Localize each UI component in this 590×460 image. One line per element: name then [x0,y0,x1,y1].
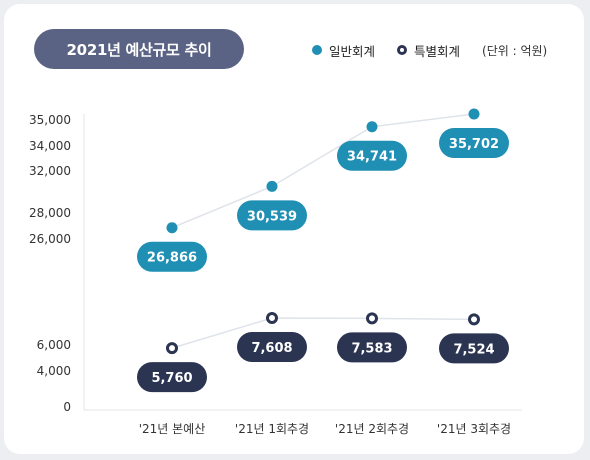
y-tick-label: 32,000 [29,164,71,178]
data-point-special [266,312,278,324]
legend-dot-special-icon [397,45,408,55]
x-tick-label: '21년 3회추경 [437,422,511,436]
y-tick-label: 34,000 [29,139,71,153]
data-label-bubble-special [137,362,207,393]
data-label-bubble-special [237,332,307,362]
data-point-general [468,108,480,120]
y-tick-label: 4,000 [37,364,71,378]
data-label-special: 7,583 [351,341,392,356]
data-label-special: 5,760 [151,371,192,386]
data-label-bubble-general [439,128,509,158]
legend-label-general: 일반회계 [329,43,376,59]
y-tick-label: 35,000 [29,113,71,127]
x-tick-label: '21년 본예산 [139,422,206,436]
y-tick-label: 6,000 [37,338,71,352]
data-label-general: 35,702 [449,137,499,152]
series-line-general [171,113,475,229]
y-tick-label: 0 [63,400,71,414]
legend: 일반회계 특별회계 (단위 : 억원) [312,40,547,60]
data-label-general: 34,741 [347,150,397,165]
legend-dot-general-icon [312,45,322,55]
legend-item-special: 특별회계 [397,41,460,60]
unit-label: (단위 : 억원) [482,43,548,58]
x-tick-label: '21년 1회추경 [235,422,309,436]
data-label-bubble-general [237,200,307,231]
data-label-general: 30,539 [247,209,297,224]
data-point-general [366,121,378,133]
chart-title: 2021년 예산규모 추이 [34,29,244,69]
data-label-special: 7,524 [453,342,494,357]
y-tick-label: 26,000 [29,232,71,246]
data-label-bubble-special [439,333,509,364]
data-point-special [468,313,480,326]
data-point-special [366,312,378,325]
y-tick-label: 28,000 [29,206,71,220]
data-label-bubble-general [137,241,207,272]
data-point-general [266,180,278,192]
series-line-special [171,317,475,349]
data-label-general: 26,866 [147,251,197,266]
data-label-bubble-special [337,332,407,363]
data-label-special: 7,608 [251,341,292,356]
data-point-general [166,222,178,234]
x-tick-label: '21년 2회추경 [335,422,409,436]
data-point-special [166,342,178,355]
data-label-bubble-general [337,140,407,171]
legend-label-special: 특별회계 [414,43,461,59]
legend-item-general: 일반회계 [312,41,375,60]
